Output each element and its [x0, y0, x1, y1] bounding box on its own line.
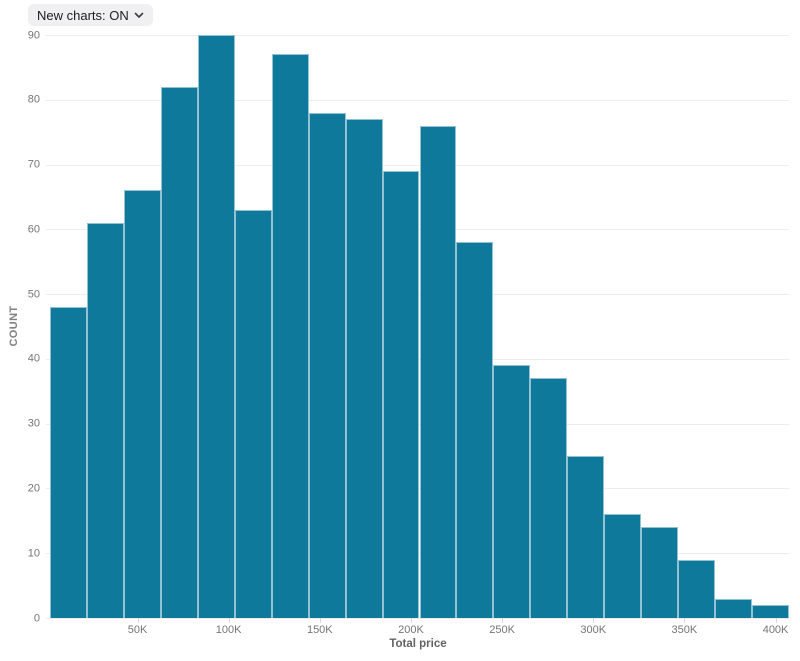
gridline: [46, 35, 789, 36]
y-tick-label: 60: [27, 223, 40, 236]
histogram-bar[interactable]: [86, 222, 124, 618]
y-axis-title: COUNT: [8, 305, 20, 347]
histogram-bar[interactable]: [678, 559, 716, 618]
histogram-bar[interactable]: [752, 605, 789, 618]
x-tick-label: 350K: [671, 624, 698, 636]
histogram-bar[interactable]: [641, 527, 679, 618]
x-tick-mark: [593, 618, 595, 623]
gridline: [46, 164, 789, 166]
y-tick-label: 80: [27, 93, 40, 106]
x-tick-label: 200K: [398, 624, 424, 636]
new-charts-label: New charts: ON: [37, 7, 129, 23]
y-tick-label: 50: [27, 288, 40, 301]
gridline: [46, 618, 789, 619]
histogram-bar[interactable]: [308, 112, 346, 618]
x-tick-label: 250K: [489, 624, 515, 636]
histogram-bar[interactable]: [160, 86, 198, 618]
histogram-bar[interactable]: [530, 378, 568, 618]
histogram-bar[interactable]: [345, 119, 383, 618]
x-tick-label: 150K: [306, 624, 333, 636]
x-tick-mark: [410, 618, 412, 623]
x-tick-label: 300K: [580, 624, 607, 636]
histogram-bar[interactable]: [382, 171, 420, 618]
histogram-bar[interactable]: [715, 598, 753, 618]
y-tick-label: 90: [27, 29, 40, 41]
chevron-down-icon: [134, 12, 144, 19]
histogram-bar[interactable]: [604, 514, 642, 618]
y-tick-label: 40: [27, 352, 40, 365]
new-charts-toggle[interactable]: New charts: ON: [28, 4, 153, 26]
histogram-bar[interactable]: [271, 54, 309, 618]
x-tick-mark: [228, 618, 230, 623]
histogram-bar[interactable]: [197, 35, 235, 618]
x-tick-mark: [775, 618, 777, 623]
x-tick-mark: [137, 618, 139, 623]
y-tick-label: 20: [27, 482, 40, 495]
x-tick-label: 100K: [215, 624, 242, 636]
x-tick-mark: [684, 618, 686, 623]
x-tick-mark: [502, 618, 504, 623]
histogram-bar[interactable]: [234, 209, 272, 618]
x-tick-mark: [319, 618, 321, 623]
histogram-bar[interactable]: [50, 307, 87, 618]
histogram-bar[interactable]: [567, 456, 605, 618]
gridline: [46, 99, 789, 101]
x-tick-label: 400K: [762, 624, 789, 636]
histogram-bar[interactable]: [493, 365, 531, 618]
x-tick-label: 50K: [127, 624, 148, 636]
histogram-bar[interactable]: [419, 125, 457, 618]
y-tick-label: 30: [27, 417, 40, 430]
y-tick-label: 10: [27, 547, 40, 560]
y-tick-label: 0: [33, 612, 40, 624]
x-axis-title: Total price: [389, 638, 447, 650]
y-tick-label: 70: [27, 158, 40, 171]
histogram-bar[interactable]: [456, 242, 494, 618]
histogram-bar[interactable]: [123, 190, 161, 618]
